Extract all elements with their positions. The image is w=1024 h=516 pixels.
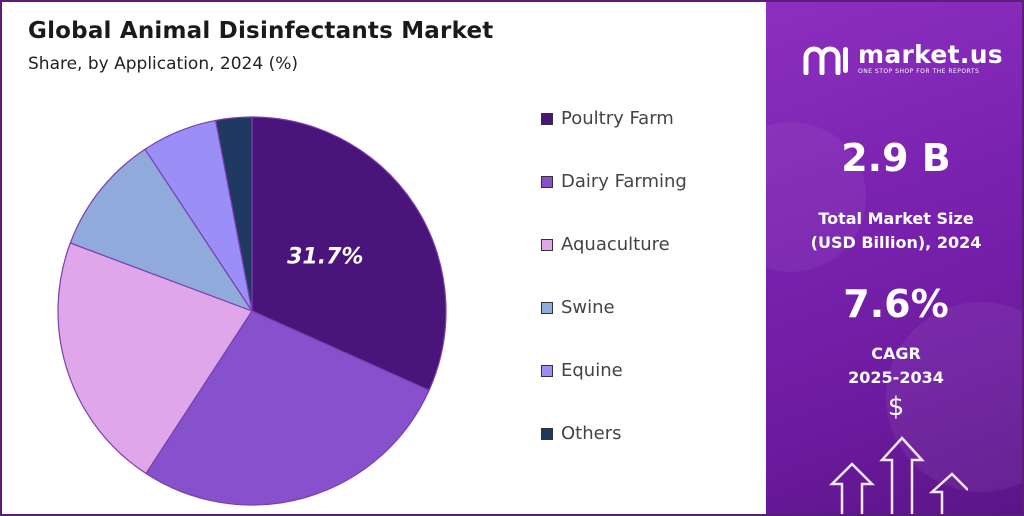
- cagr-period: 2025-2034: [848, 368, 944, 387]
- market-us-logo-icon: [803, 46, 848, 75]
- cagr-value: 7.6%: [843, 282, 949, 326]
- data-label-poultry-farm: 31.7%: [287, 245, 363, 270]
- legend-item-dairy-farming: Dairy Farming: [541, 171, 687, 192]
- chart-subtitle: Share, by Application, 2024 (%): [28, 54, 298, 74]
- legend-swatch: [541, 364, 553, 377]
- legend-label: Dairy Farming: [561, 171, 687, 192]
- brand-tagline: ONE STOP SHOP FOR THE REPORTS: [858, 68, 980, 75]
- legend-item-equine: Equine: [541, 360, 623, 381]
- brand-name: market.us: [858, 40, 1003, 69]
- legend-label: Swine: [561, 297, 615, 318]
- pie-slice-dairy-farming: [145, 310, 430, 506]
- pie-slice-others: [214, 116, 253, 312]
- market-size-value: 2.9 B: [841, 136, 951, 180]
- legend-swatch: [541, 238, 553, 251]
- growth-arrows-icon: [828, 436, 968, 514]
- cagr-label: CAGR: [871, 344, 921, 363]
- brand-logo[interactable]: market.us ONE STOP SHOP FOR THE REPORTS: [802, 42, 1003, 76]
- pie-slice-aquaculture: [57, 242, 253, 475]
- legend-label: Equine: [561, 360, 623, 381]
- market-size-label-line2: (USD Billion), 2024: [810, 233, 982, 252]
- pie-slice-poultry-farm: [251, 116, 447, 392]
- legend-label: Aquaculture: [561, 234, 670, 255]
- legend-item-swine: Swine: [541, 297, 615, 318]
- market-size-label-line1: Total Market Size: [818, 209, 974, 228]
- chart-title: Global Animal Disinfectants Market: [28, 18, 494, 44]
- legend-swatch: [541, 301, 553, 314]
- legend-swatch: [541, 175, 553, 188]
- stats-panel: market.us ONE STOP SHOP FOR THE REPORTS …: [766, 2, 1022, 514]
- legend-item-poultry-farm: Poultry Farm: [541, 108, 674, 129]
- legend-item-aquaculture: Aquaculture: [541, 234, 670, 255]
- pie-slice-swine: [69, 148, 254, 313]
- legend-swatch: [541, 112, 553, 125]
- legend-swatch: [541, 427, 553, 440]
- legend-label: Poultry Farm: [561, 108, 674, 129]
- legend-item-others: Others: [541, 423, 622, 444]
- dollar-icon: $: [887, 392, 905, 422]
- chart-panel: Global Animal Disinfectants Market Share…: [4, 4, 766, 514]
- pie-chart: 31.7%: [57, 116, 447, 506]
- legend-label: Others: [561, 423, 622, 444]
